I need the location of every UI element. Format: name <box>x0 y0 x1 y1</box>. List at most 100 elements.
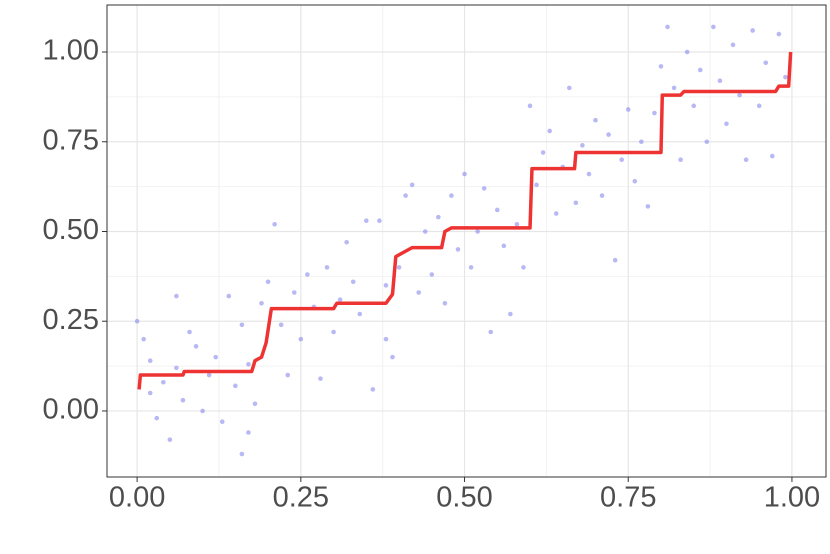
point <box>265 279 271 285</box>
point <box>154 415 160 421</box>
point <box>665 24 670 30</box>
point <box>521 265 526 270</box>
point <box>494 207 500 213</box>
point <box>567 85 572 91</box>
point <box>468 265 474 270</box>
plot-border <box>106 4 827 478</box>
point <box>547 128 552 134</box>
point <box>658 64 664 69</box>
x-tick-label: 0.00 <box>109 482 165 514</box>
point <box>501 243 507 249</box>
point <box>632 178 638 184</box>
point <box>770 153 775 159</box>
point <box>291 290 297 295</box>
point <box>134 318 140 324</box>
point <box>783 74 788 80</box>
point <box>364 218 369 224</box>
plot-background <box>107 5 826 477</box>
point <box>396 265 402 270</box>
y-tick-label: 0.00 <box>43 394 99 426</box>
point <box>219 419 225 425</box>
point <box>704 139 710 145</box>
point <box>206 372 212 378</box>
point <box>331 329 336 335</box>
x-tick-label: 0.75 <box>600 482 656 514</box>
point <box>259 300 264 306</box>
point <box>246 430 251 435</box>
point <box>318 376 323 381</box>
x-tick-label: 0.50 <box>436 482 492 514</box>
point <box>383 283 389 288</box>
point <box>711 24 716 30</box>
point <box>606 132 611 137</box>
step-line <box>137 51 793 390</box>
point <box>730 42 736 48</box>
point <box>422 229 428 234</box>
point <box>717 78 723 84</box>
point <box>213 354 219 360</box>
point <box>593 117 598 123</box>
point <box>580 143 585 148</box>
point <box>652 110 657 116</box>
point <box>586 171 592 177</box>
point <box>272 222 277 227</box>
point <box>252 401 258 407</box>
point <box>390 354 395 360</box>
point <box>684 49 690 55</box>
point <box>239 322 245 328</box>
point <box>370 387 376 392</box>
point <box>776 31 782 37</box>
point <box>174 293 179 299</box>
y-tick-label: 1.00 <box>43 35 99 67</box>
point <box>540 150 546 155</box>
point <box>625 107 631 112</box>
point <box>147 358 153 364</box>
point <box>180 397 186 403</box>
point <box>488 329 494 335</box>
point <box>377 218 382 224</box>
point <box>724 121 729 127</box>
point <box>442 300 448 306</box>
x-tick-label: 0.25 <box>273 482 329 514</box>
point <box>416 290 421 295</box>
point <box>233 383 238 389</box>
point <box>612 257 618 263</box>
point <box>455 247 461 252</box>
point <box>383 336 389 342</box>
y-tick-label: 0.50 <box>43 214 99 246</box>
point <box>167 437 173 442</box>
point <box>573 200 579 206</box>
y-tick-label: 0.25 <box>43 304 99 336</box>
point <box>678 157 683 163</box>
point <box>691 103 697 109</box>
point <box>619 157 624 163</box>
point <box>193 344 199 349</box>
point <box>756 103 762 109</box>
point <box>409 182 415 188</box>
point <box>639 139 644 145</box>
point <box>429 272 435 277</box>
point <box>403 193 408 198</box>
point <box>750 28 755 33</box>
point <box>350 279 356 285</box>
point <box>161 379 166 385</box>
point <box>743 157 749 163</box>
point <box>344 239 349 245</box>
point <box>737 92 742 98</box>
point <box>200 408 205 414</box>
point <box>514 222 520 227</box>
point <box>239 451 245 457</box>
point <box>187 329 192 335</box>
point <box>697 67 703 73</box>
y-tick-label: 0.75 <box>43 124 99 156</box>
x-tick-label: 1.00 <box>764 482 820 514</box>
point <box>324 265 330 270</box>
point <box>449 193 454 198</box>
point <box>671 85 677 91</box>
point <box>481 186 487 191</box>
point <box>337 297 343 302</box>
point <box>508 311 513 317</box>
point <box>298 336 304 342</box>
point <box>475 229 480 234</box>
